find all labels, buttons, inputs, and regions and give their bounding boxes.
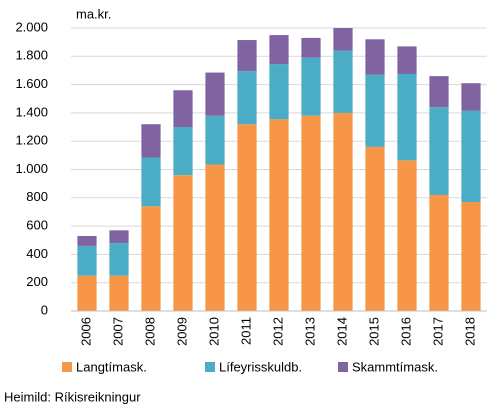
legend-label: Langtímask. xyxy=(76,359,147,374)
bar-segment xyxy=(429,107,449,195)
bar-segment xyxy=(237,124,257,311)
bar-segment xyxy=(205,72,225,116)
bar-segment xyxy=(141,157,161,207)
x-tick-label: 2013 xyxy=(302,317,317,346)
y-tick-label: 1.600 xyxy=(15,76,48,91)
bar-segment xyxy=(461,110,481,203)
y-tick-label: 1.200 xyxy=(15,133,48,148)
bar-segment xyxy=(365,39,385,75)
bar-segment xyxy=(333,28,353,51)
x-tick-label: 2012 xyxy=(270,317,285,346)
bar-segment xyxy=(397,73,417,161)
bar-segment xyxy=(301,57,321,116)
x-tick-label: 2018 xyxy=(462,317,477,346)
bar-segment xyxy=(429,76,449,108)
bar-segment xyxy=(333,112,353,312)
bar-segment xyxy=(237,40,257,72)
bar-segment xyxy=(269,119,289,311)
legend-label: Lífeyrisskuldb. xyxy=(219,359,302,374)
bar-segment xyxy=(397,46,417,74)
x-tick-label: 2007 xyxy=(110,317,125,346)
bar-segment xyxy=(109,243,129,276)
x-tick-label: 2017 xyxy=(430,317,445,346)
bar-segment xyxy=(333,50,353,113)
bar-segment xyxy=(429,194,449,311)
x-tick-label: 2009 xyxy=(174,317,189,346)
bar-segment xyxy=(397,160,417,311)
bar-segment xyxy=(301,115,321,311)
bar-segment xyxy=(269,64,289,120)
bar-segment xyxy=(109,230,129,244)
bar-segment xyxy=(365,146,385,311)
y-tick-label: 1.400 xyxy=(15,104,48,119)
bar-segment xyxy=(237,71,257,125)
bar-segment xyxy=(173,90,193,128)
bar-segment xyxy=(77,275,97,311)
unit-label: ma.kr. xyxy=(76,6,111,21)
y-tick-label: 1.000 xyxy=(15,161,48,176)
bar-segment xyxy=(205,164,225,311)
x-tick-label: 2008 xyxy=(142,317,157,346)
x-tick-label: 2014 xyxy=(334,317,349,346)
x-tick-label: 2016 xyxy=(398,317,413,346)
y-tick-label: 1.800 xyxy=(15,48,48,63)
y-tick-label: 400 xyxy=(26,246,48,261)
y-tick-label: 0 xyxy=(41,302,48,317)
legend-label: Skammtímask. xyxy=(352,359,438,374)
x-tick-label: 2006 xyxy=(78,317,93,346)
bar-segment xyxy=(269,35,289,65)
bar-segment xyxy=(205,115,225,165)
bar-segment xyxy=(77,245,97,276)
y-tick-label: 800 xyxy=(26,189,48,204)
bar-segment xyxy=(173,175,193,311)
bar-segment xyxy=(461,202,481,311)
x-tick-label: 2011 xyxy=(238,317,253,345)
x-tick-label: 2010 xyxy=(206,317,221,346)
bar-segment xyxy=(141,206,161,311)
y-tick-label: 200 xyxy=(26,274,48,289)
legend-swatch xyxy=(205,362,215,372)
bar-segment xyxy=(301,37,321,58)
bar-segment xyxy=(109,275,129,311)
bar-segment xyxy=(141,124,161,158)
legend-swatch xyxy=(338,362,348,372)
bar-segment xyxy=(173,127,193,176)
bar-segment xyxy=(77,236,97,246)
source: Heimild: Ríkisreikningur xyxy=(4,389,141,404)
y-tick-label: 2.000 xyxy=(15,19,48,34)
bar-segment xyxy=(461,83,481,111)
legend-swatch xyxy=(62,362,72,372)
bar-segment xyxy=(365,74,385,147)
y-tick-label: 600 xyxy=(26,218,48,233)
x-tick-label: 2015 xyxy=(366,317,381,346)
